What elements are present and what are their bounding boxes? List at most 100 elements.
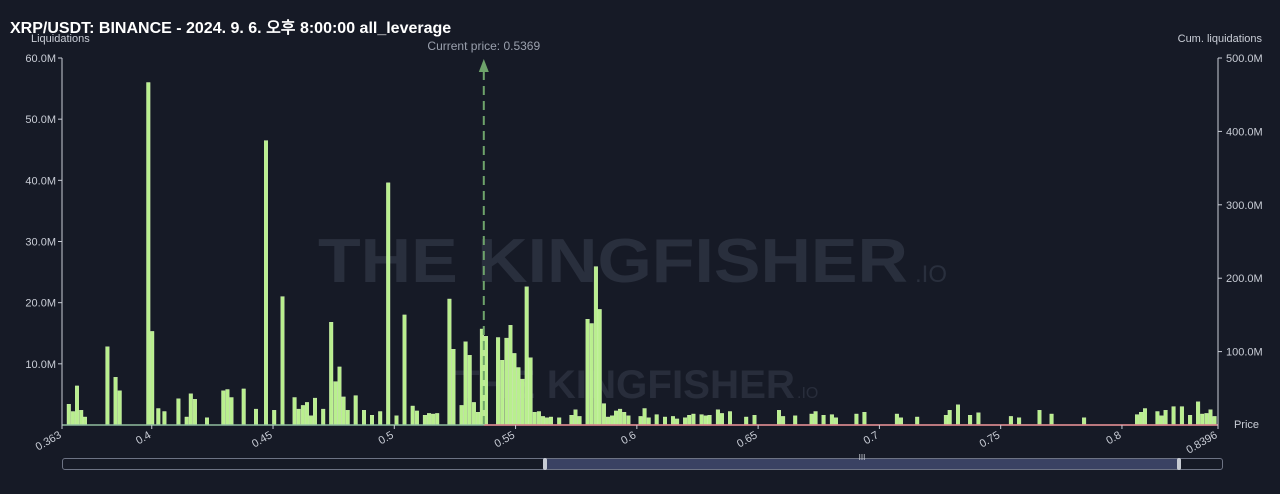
liquidation-bar[interactable] bbox=[241, 388, 246, 426]
liquidation-bar[interactable] bbox=[622, 412, 627, 426]
liquidation-bar[interactable] bbox=[394, 415, 399, 426]
range-navigator[interactable]: III bbox=[62, 453, 1223, 470]
liquidation-bar[interactable] bbox=[272, 410, 277, 426]
liquidation-bar[interactable] bbox=[1155, 411, 1160, 426]
liquidation-bar[interactable] bbox=[105, 346, 110, 426]
liquidation-bar[interactable] bbox=[345, 410, 350, 426]
liquidation-bar[interactable] bbox=[337, 366, 342, 426]
liquidation-bar[interactable] bbox=[687, 415, 692, 426]
liquidation-bar[interactable] bbox=[176, 398, 181, 426]
liquidation-bar[interactable] bbox=[1142, 408, 1147, 426]
liquidation-bar[interactable] bbox=[752, 415, 757, 426]
liquidation-bar[interactable] bbox=[528, 357, 533, 426]
liquidation-bar[interactable] bbox=[280, 296, 285, 426]
liquidation-bar[interactable] bbox=[253, 408, 258, 426]
liquidation-bar[interactable] bbox=[1008, 416, 1013, 426]
liquidation-bar[interactable] bbox=[467, 355, 472, 426]
liquidation-bar[interactable] bbox=[414, 410, 419, 426]
liquidation-bar[interactable] bbox=[504, 337, 509, 426]
liquidation-bar[interactable] bbox=[184, 416, 189, 426]
liquidation-bar[interactable] bbox=[264, 140, 269, 426]
liquidation-bar[interactable] bbox=[606, 416, 611, 426]
liquidation-bar[interactable] bbox=[793, 415, 798, 426]
liquidation-bar[interactable] bbox=[1188, 415, 1193, 426]
liquidation-bar[interactable] bbox=[321, 408, 326, 426]
liquidation-bar[interactable] bbox=[70, 411, 75, 426]
liquidation-bar[interactable] bbox=[225, 389, 230, 426]
liquidation-bar[interactable] bbox=[156, 408, 161, 426]
liquidation-bar[interactable] bbox=[204, 417, 209, 426]
liquidation-bar[interactable] bbox=[427, 413, 432, 426]
liquidation-bar[interactable] bbox=[524, 286, 529, 426]
navigator-left-handle[interactable] bbox=[543, 458, 547, 470]
liquidation-bar[interactable] bbox=[899, 417, 904, 426]
liquidation-bar[interactable] bbox=[329, 322, 334, 426]
liquidation-bar[interactable] bbox=[162, 411, 167, 426]
liquidation-bar[interactable] bbox=[378, 411, 383, 426]
liquidation-bar[interactable] bbox=[300, 405, 305, 426]
liquidation-bar[interactable] bbox=[309, 415, 314, 426]
navigator-grip-icon[interactable]: III bbox=[858, 453, 866, 462]
liquidation-bar[interactable] bbox=[402, 314, 407, 426]
liquidation-bar[interactable] bbox=[370, 415, 375, 426]
liquidation-bar[interactable] bbox=[292, 397, 297, 426]
liquidation-bar[interactable] bbox=[654, 414, 659, 426]
liquidation-bar[interactable] bbox=[1179, 406, 1184, 426]
liquidation-bar[interactable] bbox=[229, 397, 234, 426]
liquidation-bar[interactable] bbox=[1171, 406, 1176, 426]
liquidation-bar[interactable] bbox=[663, 416, 668, 426]
liquidation-bar[interactable] bbox=[809, 413, 814, 426]
liquidation-bar[interactable] bbox=[66, 404, 71, 426]
liquidation-bar[interactable] bbox=[715, 409, 720, 426]
liquidation-bar[interactable] bbox=[638, 416, 643, 426]
liquidation-bar[interactable] bbox=[532, 412, 537, 426]
navigator-right-handle[interactable] bbox=[1177, 458, 1181, 470]
liquidation-bar[interactable] bbox=[573, 409, 578, 426]
liquidation-bar[interactable] bbox=[829, 414, 834, 426]
liquidation-bar[interactable] bbox=[744, 416, 749, 426]
liquidation-bar[interactable] bbox=[1208, 409, 1213, 426]
liquidation-bar[interactable] bbox=[1017, 417, 1022, 426]
liquidation-bar[interactable] bbox=[516, 367, 521, 426]
liquidation-bar[interactable] bbox=[1196, 401, 1201, 426]
liquidation-bar[interactable] bbox=[1159, 415, 1164, 426]
liquidation-bar[interactable] bbox=[601, 403, 606, 426]
liquidation-bar[interactable] bbox=[1212, 416, 1217, 426]
liquidation-bar[interactable] bbox=[188, 393, 193, 426]
liquidation-bar[interactable] bbox=[333, 381, 338, 426]
liquidation-bar[interactable] bbox=[597, 309, 602, 426]
liquidation-bar[interactable] bbox=[947, 410, 952, 426]
liquidation-bar[interactable] bbox=[451, 349, 456, 426]
liquidation-bar[interactable] bbox=[508, 325, 513, 426]
liquidation-bar[interactable] bbox=[192, 399, 197, 426]
liquidation-bar[interactable] bbox=[699, 414, 704, 426]
liquidation-bar[interactable] bbox=[362, 410, 367, 426]
liquidation-bar[interactable] bbox=[610, 415, 615, 426]
liquidation-bar[interactable] bbox=[813, 411, 818, 426]
liquidation-bar[interactable] bbox=[496, 337, 501, 426]
liquidation-bar[interactable] bbox=[1163, 410, 1168, 426]
liquidation-bar[interactable] bbox=[618, 408, 623, 426]
liquidation-bar[interactable] bbox=[422, 415, 427, 426]
liquidation-bar[interactable] bbox=[569, 415, 574, 426]
liquidation-bar[interactable] bbox=[1049, 413, 1054, 426]
liquidation-bar[interactable] bbox=[476, 412, 481, 426]
liquidation-bar[interactable] bbox=[720, 413, 725, 426]
liquidation-bar[interactable] bbox=[447, 298, 452, 426]
liquidation-bar[interactable] bbox=[943, 415, 948, 426]
liquidation-bar[interactable] bbox=[671, 416, 676, 426]
liquidation-bar[interactable] bbox=[781, 416, 786, 426]
liquidation-bar[interactable] bbox=[894, 413, 899, 426]
liquidation-bar[interactable] bbox=[1200, 413, 1205, 426]
liquidation-bar[interactable] bbox=[854, 413, 859, 426]
liquidation-bar[interactable] bbox=[646, 417, 651, 426]
liquidation-bar[interactable] bbox=[117, 390, 122, 426]
liquidation-bar[interactable] bbox=[956, 404, 961, 426]
liquidation-bar[interactable] bbox=[146, 82, 151, 426]
liquidation-bar[interactable] bbox=[113, 377, 118, 426]
liquidation-bar[interactable] bbox=[431, 413, 436, 426]
liquidation-bar[interactable] bbox=[642, 408, 647, 426]
liquidation-bar[interactable] bbox=[1139, 412, 1144, 426]
liquidation-bar[interactable] bbox=[82, 416, 87, 426]
liquidation-bar[interactable] bbox=[500, 360, 505, 426]
